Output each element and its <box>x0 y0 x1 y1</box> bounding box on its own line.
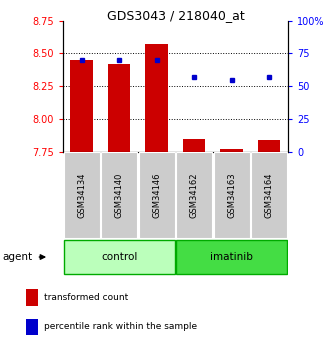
Bar <box>71 60 93 152</box>
Bar <box>145 44 168 152</box>
Text: GSM34163: GSM34163 <box>227 172 236 218</box>
Text: GSM34134: GSM34134 <box>77 172 86 218</box>
Bar <box>176 152 212 238</box>
Text: transformed count: transformed count <box>44 293 129 302</box>
Bar <box>139 152 175 238</box>
Text: percentile rank within the sample: percentile rank within the sample <box>44 323 198 332</box>
Text: GSM34162: GSM34162 <box>190 172 199 218</box>
Bar <box>183 139 206 152</box>
Bar <box>64 240 175 274</box>
Text: imatinib: imatinib <box>210 252 253 262</box>
Text: GSM34164: GSM34164 <box>265 172 274 218</box>
Bar <box>176 240 287 274</box>
Text: agent: agent <box>3 252 33 262</box>
Bar <box>258 140 280 152</box>
Bar <box>108 64 130 152</box>
Bar <box>26 289 38 306</box>
Text: GSM34140: GSM34140 <box>115 172 124 218</box>
Text: GDS3043 / 218040_at: GDS3043 / 218040_at <box>107 9 244 22</box>
Bar <box>64 152 100 238</box>
Bar <box>214 152 250 238</box>
Bar <box>251 152 287 238</box>
Bar <box>26 319 38 335</box>
Text: GSM34146: GSM34146 <box>152 172 161 218</box>
Bar <box>101 152 137 238</box>
Bar <box>220 149 243 152</box>
Text: control: control <box>101 252 137 262</box>
